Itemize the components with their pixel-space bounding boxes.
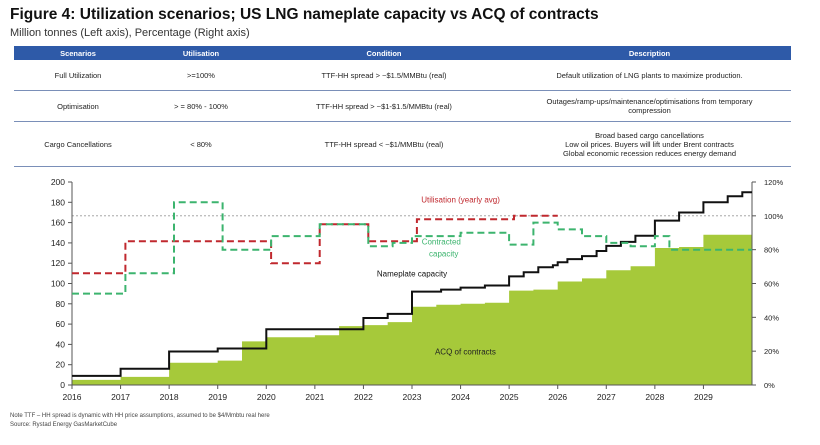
x-tick-label: 2028 [645,392,664,402]
table-row: Optimisation > = 80% - 100% TTF-HH sprea… [14,90,791,122]
table-row: Cargo Cancellations < 80% TTF-HH spread … [14,121,791,167]
contracted-label-line2: capacity [429,249,458,258]
x-tick-label: 2026 [548,392,567,402]
left-tick-label: 120 [51,258,65,268]
x-tick-label: 2019 [208,392,227,402]
right-tick-label: 80% [764,246,779,255]
utilisation-label: Utilisation (yearly avg) [421,195,500,204]
left-tick-label: 200 [51,177,65,187]
table-header-row: Scenarios Utilisation Condition Descript… [14,46,791,60]
figure-subtitle: Million tonnes (Left axis), Percentage (… [10,27,250,39]
description-line: Outages/ramp-ups/maintenance/optimisatio… [546,97,753,106]
left-tick-label: 140 [51,238,65,248]
nameplate-label: Nameplate capacity [377,269,447,278]
description-cell: Default utilization of LNG plants to max… [508,60,791,91]
x-tick-label: 2018 [160,392,179,402]
right-tick-label: 60% [764,280,779,289]
description-line: compression [628,106,671,115]
scenario-cell: Full Utilization [14,60,142,91]
column-header-scenarios: Scenarios [14,46,142,60]
x-tick-label: 2027 [597,392,616,402]
scenario-table: Scenarios Utilisation Condition Descript… [14,46,791,167]
right-tick-label: 100% [764,212,784,221]
capacity-chart: 0 20 40 60 80 100 120 140 160 180 200 0% 20% 40% 60% 80… [51,177,784,402]
x-tick-label: 2023 [403,392,422,402]
x-tick-label: 2022 [354,392,373,402]
left-tick-label: 180 [51,197,65,207]
right-tick-label: 120% [764,178,784,187]
description-line: Default utilization of LNG plants to max… [556,70,743,80]
column-header-condition: Condition [260,46,508,60]
description-line: Global economic recession reduces energy… [562,148,736,158]
contracted-capacity-line [72,201,752,295]
utilisation-cell: >=100% [142,60,260,91]
description-line: Broad based cargo cancellations [595,130,704,140]
condition-cell: TTF-HH spread < ~$1/MMBtu (real) [260,121,508,167]
left-tick-label: 60 [56,319,66,329]
x-tick-label: 2029 [694,392,713,402]
left-tick-label: 0 [60,380,65,390]
acq-label: ACQ of contracts [435,348,496,357]
figure-title: Figure 4: Utilization scenarios; US LNG … [10,6,599,23]
column-header-utilisation: Utilisation [142,46,260,60]
x-tick-label: 2024 [451,392,470,402]
right-tick-label: 20% [764,347,779,356]
contracted-label-line1: Contracted [422,238,461,247]
condition-cell: TTF-HH spread > ~$1-$1.5/MMBtu (real) [260,90,508,122]
utilisation-cell: > = 80% - 100% [142,90,260,122]
scenario-cell: Optimisation [14,90,142,122]
description-line: Low oil prices. Buyers will lift under B… [565,139,734,149]
condition-cell: TTF-HH spread > ~$1.5/MMBtu (real) [260,60,508,91]
utilisation-line [72,214,558,275]
source-text: Source: Rystad Energy GasMarketCube [10,422,118,428]
left-tick-label: 160 [51,218,65,228]
table-row: Full Utilization >=100% TTF-HH spread > … [14,60,791,91]
note-text: Note TTF – HH spread is dynamic with HH … [10,413,270,419]
x-tick-label: 2020 [257,392,276,402]
right-tick-label: 40% [764,313,779,322]
x-tick-label: 2017 [111,392,130,402]
column-header-description: Description [508,46,791,60]
x-tick-label: 2021 [305,392,324,402]
left-tick-label: 40 [56,339,66,349]
description-cell: Outages/ramp-ups/maintenance/optimisatio… [508,90,791,122]
left-tick-label: 100 [51,279,65,289]
description-cell: Broad based cargo cancellations Low oil … [508,121,791,167]
x-tick-label: 2016 [63,392,82,402]
right-tick-label: 0% [764,381,775,390]
nameplate-capacity-line [72,191,752,377]
x-tick-label: 2025 [500,392,519,402]
left-tick-label: 20 [56,360,66,370]
utilisation-cell: < 80% [142,121,260,167]
scenario-cell: Cargo Cancellations [14,121,142,167]
left-tick-label: 80 [56,299,66,309]
